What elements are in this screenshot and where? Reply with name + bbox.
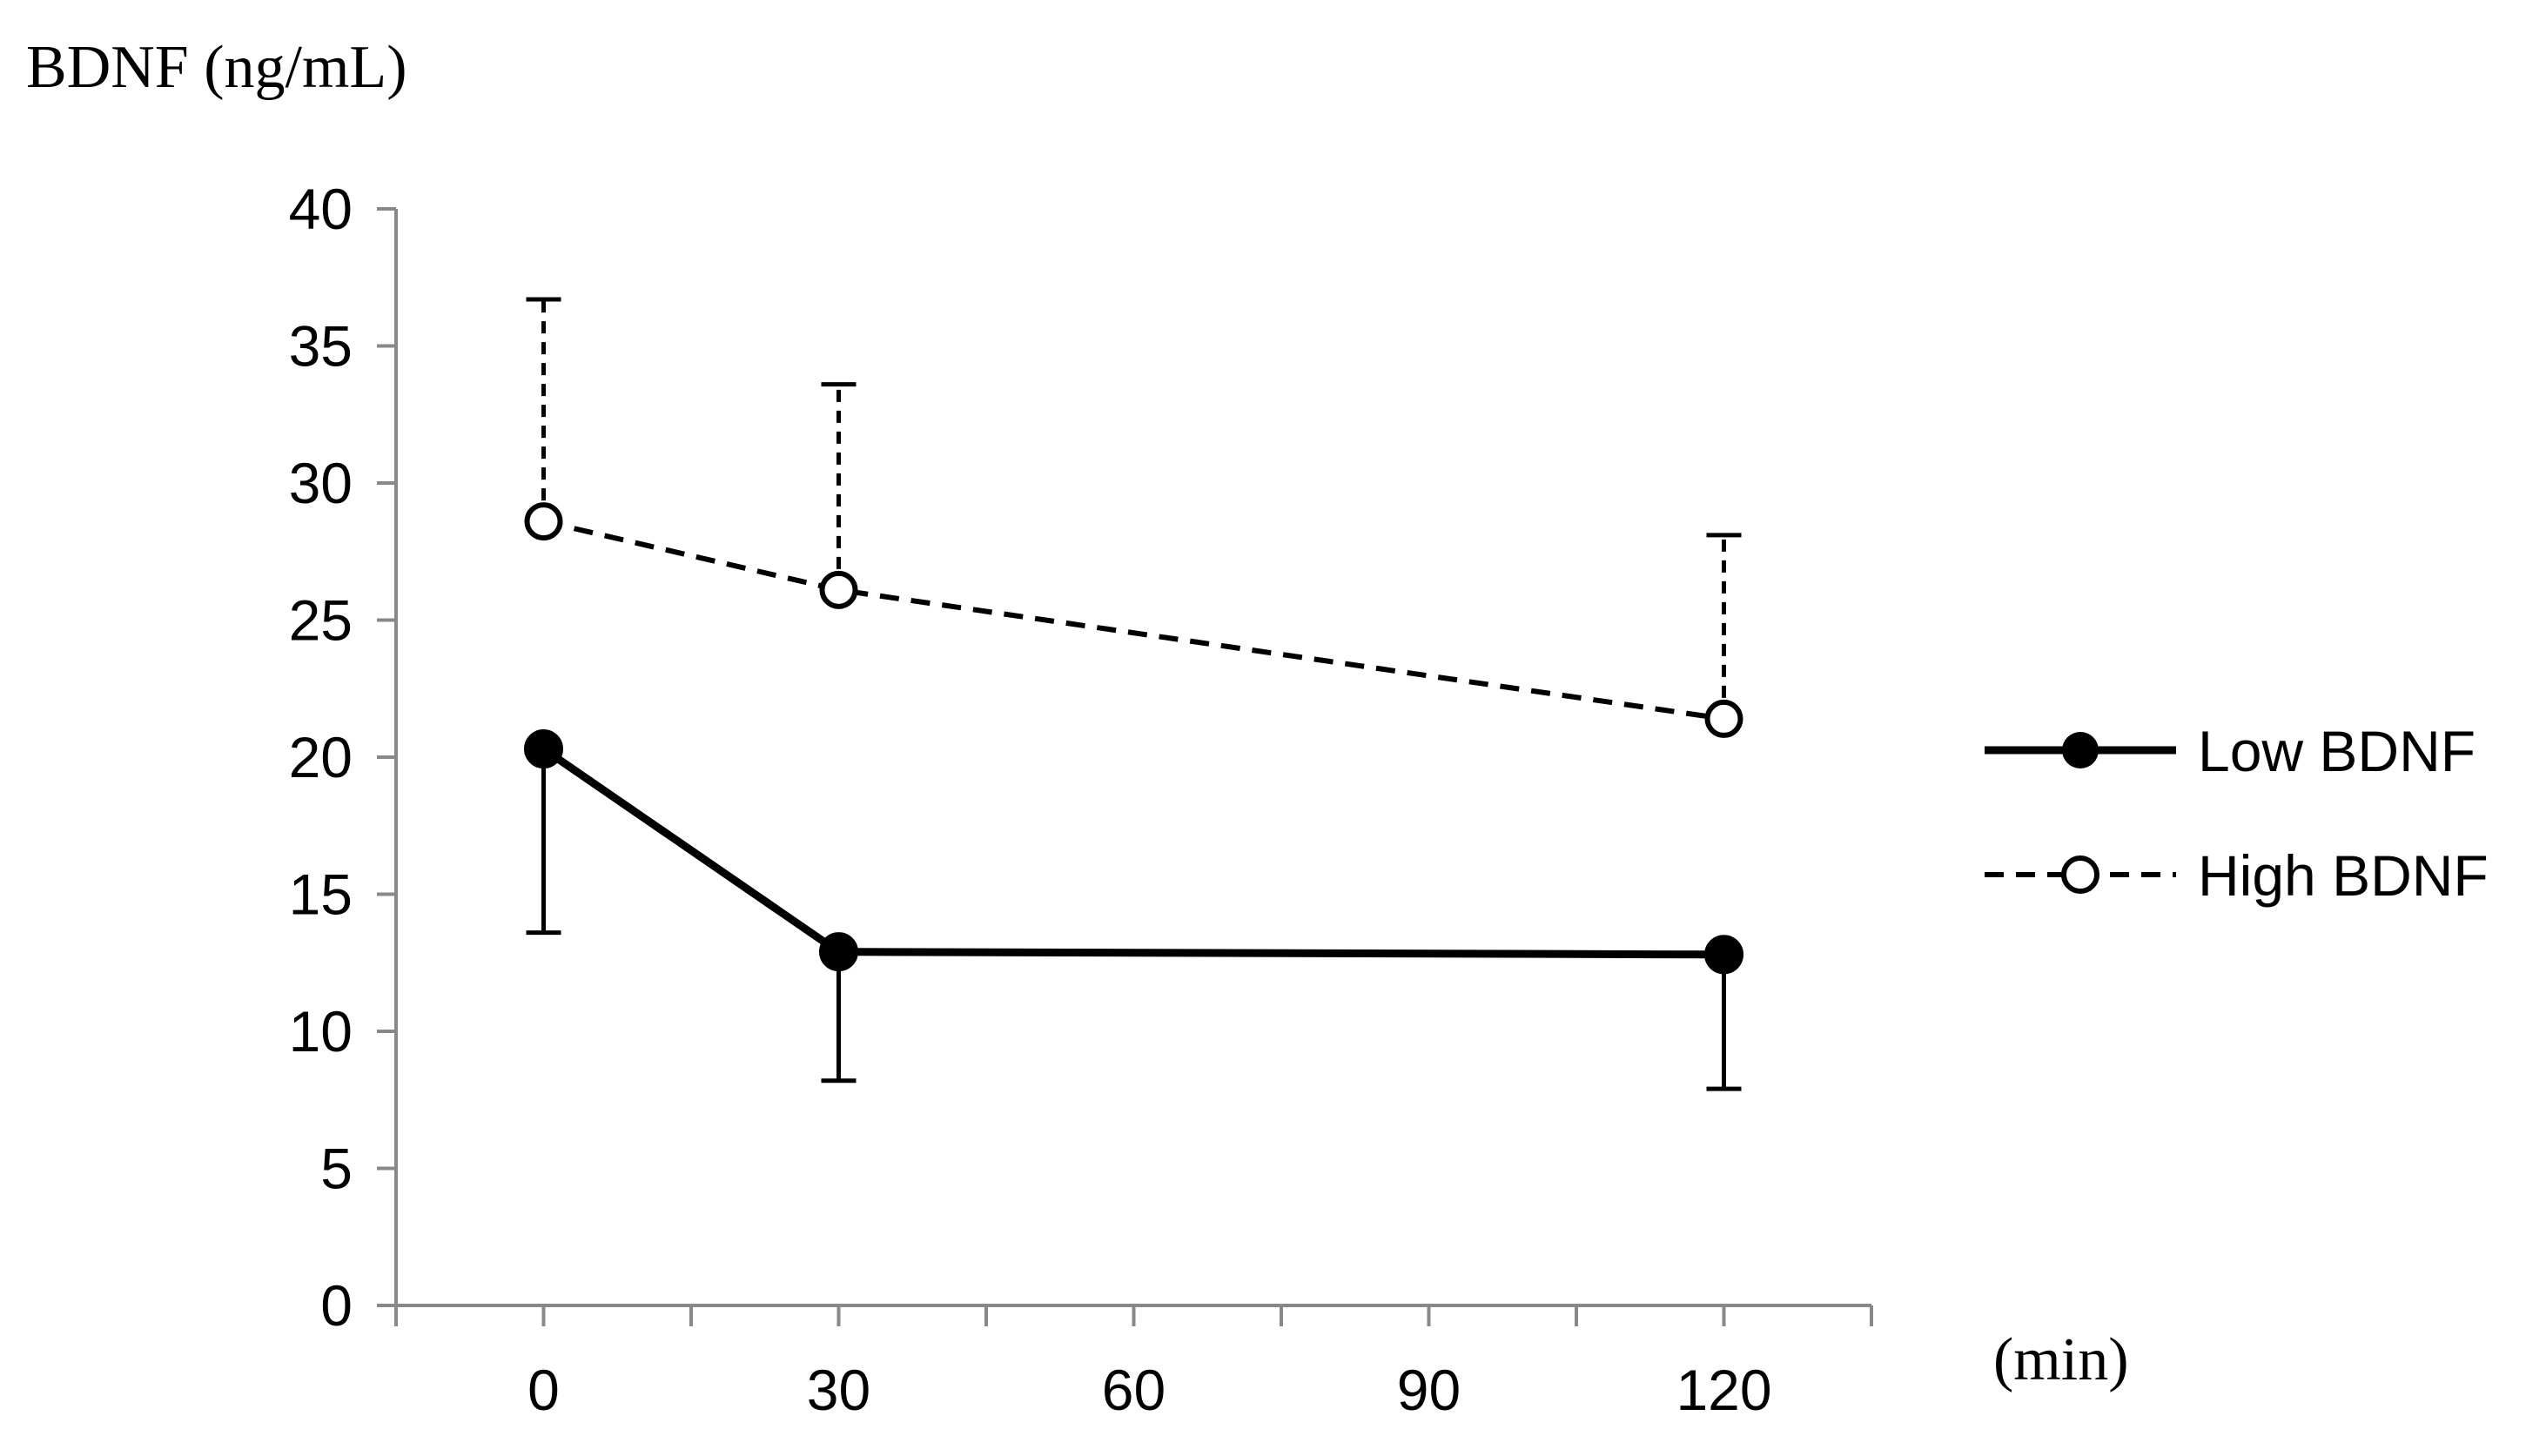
y-tick-label: 25 [289, 588, 353, 653]
legend-label-low: Low BDNF [2198, 719, 2476, 783]
y-tick-label: 40 [289, 177, 353, 241]
data-point-low-bdnf [1704, 935, 1743, 975]
y-axis-ticks: 0 5 10 15 20 25 30 35 40 [289, 177, 396, 1338]
series-line-high-bdnf [542, 519, 1724, 721]
series-lines [541, 519, 1724, 959]
y-tick-label: 35 [289, 314, 353, 379]
y-tick-label: 10 [289, 999, 353, 1063]
x-tick-label: 120 [1676, 1358, 1771, 1422]
y-tick-label: 30 [289, 451, 353, 515]
y-tick-label: 15 [289, 862, 353, 927]
x-tick-label: 0 [527, 1358, 560, 1422]
legend-marker-low [2062, 732, 2099, 768]
y-tick-label: 20 [289, 725, 353, 789]
x-tick-label: 60 [1102, 1358, 1166, 1422]
x-axis-title: (min) [1993, 1326, 2129, 1393]
error-bars [526, 297, 1742, 1091]
axes [394, 209, 1871, 1307]
legend-label-high: High BDNF [2198, 843, 2489, 908]
data-point-high-bdnf [819, 570, 858, 609]
data-point-high-bdnf [524, 502, 563, 541]
data-point-low-bdnf [819, 932, 858, 972]
series-line-low-bdnf [541, 745, 1724, 959]
y-tick-label: 5 [320, 1137, 353, 1201]
x-tick-label: 90 [1397, 1358, 1461, 1422]
legend: Low BDNF High BDNF [1985, 719, 2489, 908]
x-tick-label: 30 [807, 1358, 870, 1422]
legend-marker-high [2061, 855, 2099, 894]
data-point-low-bdnf [524, 729, 563, 769]
x-axis-ticks: 0 30 60 90 120 [394, 1305, 1873, 1422]
data-markers [524, 502, 1743, 975]
y-axis-title: BDNF (ng/mL) [26, 34, 407, 101]
y-tick-label: 0 [320, 1273, 353, 1338]
data-point-high-bdnf [1704, 699, 1743, 738]
